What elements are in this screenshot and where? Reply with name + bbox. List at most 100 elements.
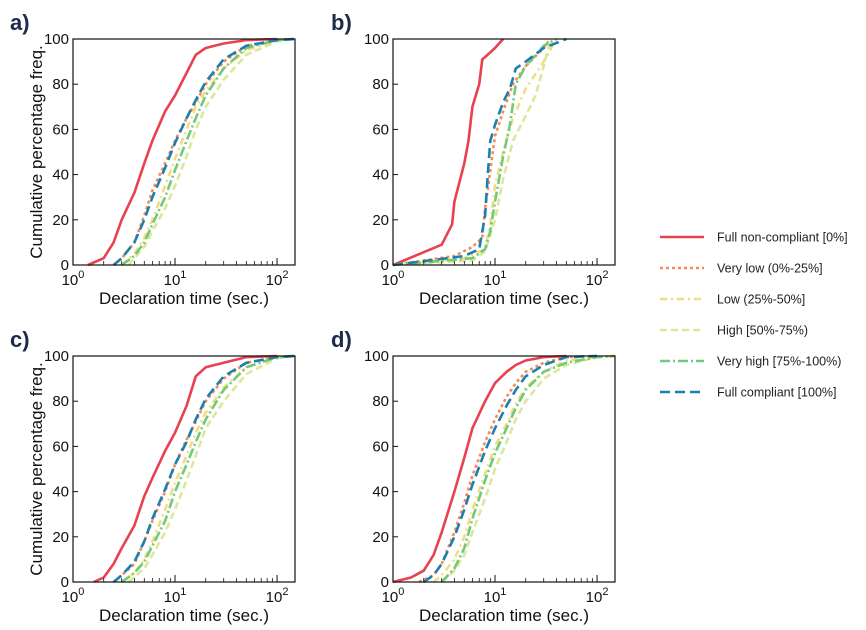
- legend-label: Very high [75%-100%): [717, 355, 841, 369]
- series-line-very-low: [112, 37, 295, 266]
- series-line-very-high: [120, 37, 295, 267]
- x-tick-label: 100: [62, 586, 85, 606]
- y-tick-label: 20: [372, 529, 389, 546]
- y-axis-title: Cumulative percentage freq.: [27, 45, 46, 259]
- plot-frame: [392, 38, 616, 266]
- x-tick-label: 101: [164, 586, 187, 606]
- series-line-full-comp: [112, 37, 295, 266]
- plot-frame: [392, 355, 616, 583]
- series-line-very-low: [418, 354, 598, 584]
- x-minor-ticks: [423, 578, 593, 582]
- y-tick-label: 20: [372, 212, 389, 229]
- series-line-full-non: [393, 354, 567, 584]
- series-line-full-comp: [112, 354, 295, 583]
- y-tick-label: 60: [372, 121, 389, 138]
- y-tick-label: 80: [52, 393, 69, 410]
- y-tick-label: 80: [52, 76, 69, 93]
- x-tick-label: 101: [484, 269, 507, 289]
- series-line-low: [120, 37, 295, 266]
- legend-item-very-low: Very low (0%-25%]: [660, 262, 823, 276]
- y-tick-label: 0: [381, 257, 389, 274]
- y-tick-label: 40: [372, 484, 389, 501]
- x-tick-label: 101: [164, 269, 187, 289]
- panel-label: a): [10, 10, 30, 35]
- x-minor-ticks: [103, 261, 273, 265]
- x-minor-ticks: [423, 261, 593, 265]
- x-minor-ticks: [103, 578, 273, 582]
- plot-frame: [72, 355, 296, 583]
- plot-frame: [72, 38, 296, 266]
- series-line-low: [432, 354, 615, 583]
- y-tick-label: 0: [61, 574, 69, 591]
- series-line-high: [440, 354, 615, 583]
- y-tick-label: 40: [372, 167, 389, 184]
- x-axis-title: Declaration time (sec.): [99, 289, 269, 308]
- legend-label: Full non-compliant [0%]: [717, 231, 848, 245]
- y-tick-label: 20: [52, 529, 69, 546]
- y-tick-label: 80: [372, 76, 389, 93]
- series-line-high: [127, 354, 295, 583]
- x-tick-label: 100: [62, 269, 85, 289]
- x-axis-title: Declaration time (sec.): [419, 289, 589, 308]
- series-line-very-low: [393, 38, 552, 267]
- x-tick-label: 100: [382, 586, 405, 606]
- series-lines: [87, 37, 295, 267]
- x-tick-label: 102: [266, 586, 289, 606]
- legend-item-low: Low (25%-50%]: [660, 293, 805, 307]
- y-axis-title: Cumulative percentage freq.: [27, 362, 46, 576]
- legend-item-full-comp: Full compliant [100%]: [660, 386, 837, 400]
- y-tick-label: 100: [364, 31, 389, 48]
- panel-label: c): [10, 327, 30, 352]
- legend-label: High [50%-75%): [717, 324, 808, 338]
- x-tick-label: 101: [484, 586, 507, 606]
- y-tick-label: 20: [52, 212, 69, 229]
- x-tick-label: 102: [586, 269, 609, 289]
- y-tick-label: 40: [52, 167, 69, 184]
- y-tick-label: 100: [364, 348, 389, 365]
- series-lines: [93, 354, 295, 584]
- series-line-very-high: [393, 37, 558, 267]
- series-line-low: [120, 354, 295, 584]
- x-tick-label: 102: [266, 269, 289, 289]
- series-line-very-high: [440, 354, 615, 583]
- y-tick-label: 100: [44, 31, 69, 48]
- legend: Full non-compliant [0%] Very low (0%-25%]…: [660, 231, 848, 400]
- series-line-very-low: [112, 354, 295, 583]
- panel-label: b): [331, 10, 352, 35]
- legend-item-high: High [50%-75%): [660, 324, 808, 338]
- series-line-full-comp: [393, 37, 567, 267]
- x-tick-label: 102: [586, 586, 609, 606]
- series-line-high: [127, 37, 295, 266]
- x-tick-label: 100: [382, 269, 405, 289]
- y-tick-label: 100: [44, 348, 69, 365]
- series-line-very-high: [120, 354, 295, 584]
- series-lines: [393, 37, 567, 267]
- series-line-low: [393, 38, 558, 267]
- series-line-high: [393, 38, 552, 267]
- y-tick-label: 60: [372, 438, 389, 455]
- y-tick-label: 0: [61, 257, 69, 274]
- legend-item-full-non: Full non-compliant [0%]: [660, 231, 848, 245]
- y-tick-label: 0: [381, 574, 389, 591]
- x-axis-title: Declaration time (sec.): [99, 606, 269, 625]
- series-line-full-comp: [422, 354, 598, 584]
- y-tick-label: 80: [372, 393, 389, 410]
- series-line-full-non: [93, 354, 278, 584]
- x-axis-title: Declaration time (sec.): [419, 606, 589, 625]
- series-lines: [393, 354, 615, 584]
- series-line-full-non: [87, 37, 278, 267]
- series-line-full-non: [393, 38, 505, 267]
- legend-label: Full compliant [100%]: [717, 386, 837, 400]
- legend-item-very-high: Very high [75%-100%): [660, 355, 841, 369]
- panel-label: d): [331, 327, 352, 352]
- legend-label: Very low (0%-25%]: [717, 262, 823, 276]
- y-tick-label: 60: [52, 438, 69, 455]
- y-tick-label: 60: [52, 121, 69, 138]
- y-tick-label: 40: [52, 484, 69, 501]
- legend-label: Low (25%-50%]: [717, 293, 805, 307]
